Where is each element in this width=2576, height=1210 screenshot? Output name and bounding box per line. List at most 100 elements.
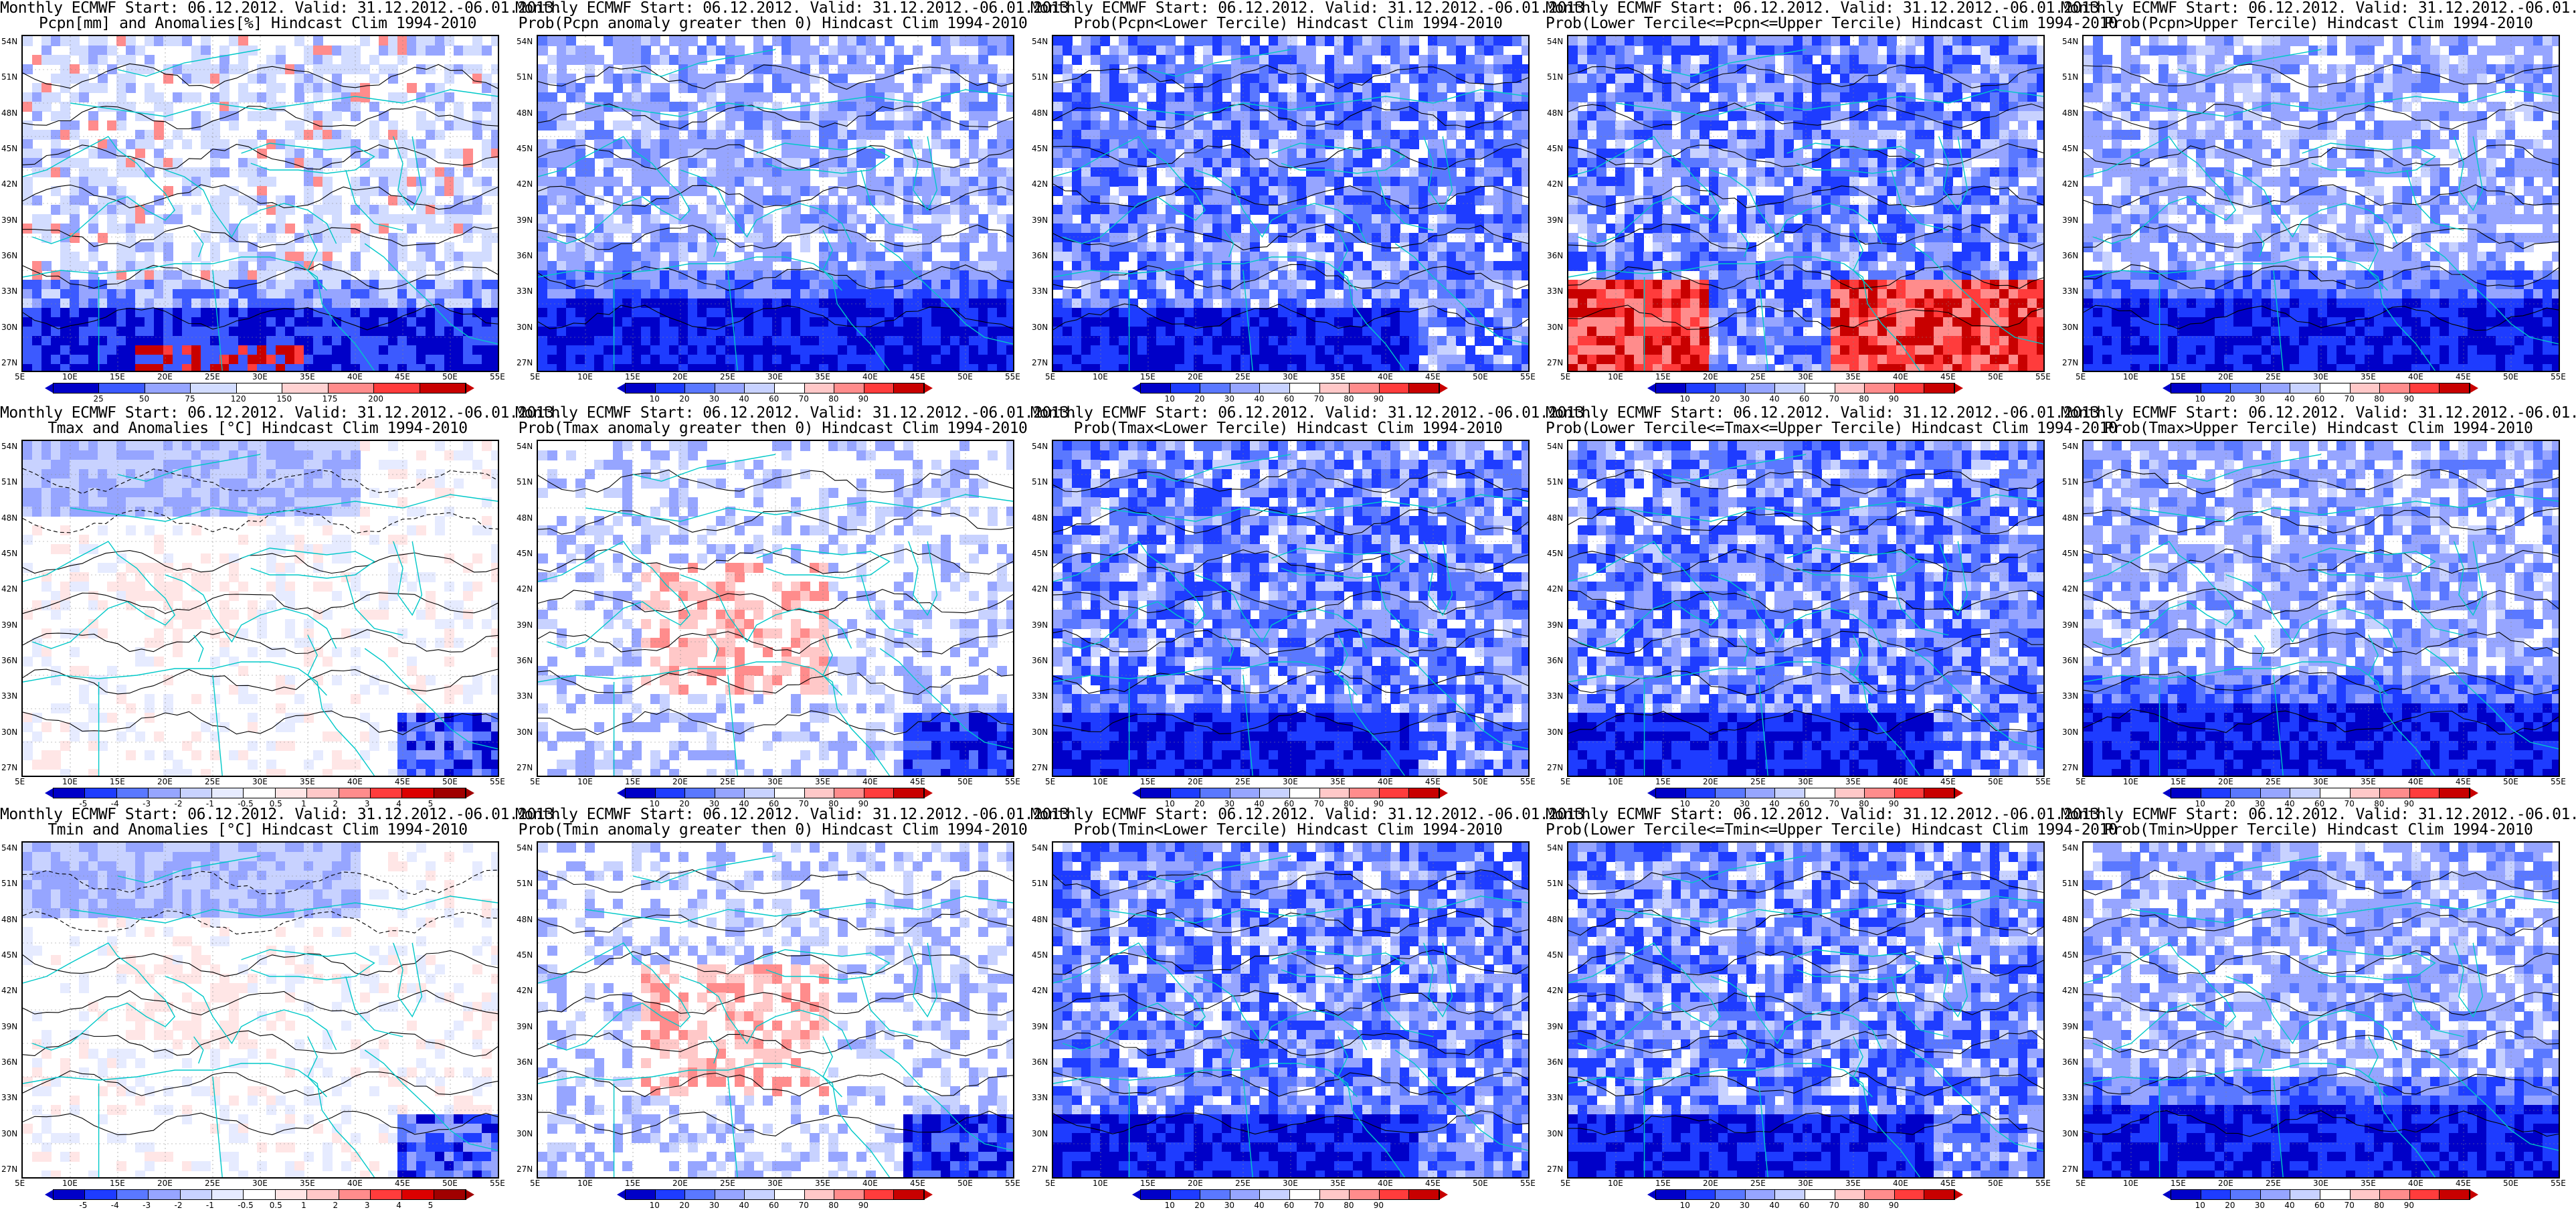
field-cell bbox=[838, 280, 848, 290]
field-cell bbox=[969, 64, 979, 74]
field-cell bbox=[1006, 130, 1013, 140]
field-cell bbox=[538, 327, 548, 337]
field-cell bbox=[407, 298, 417, 309]
field-cell bbox=[388, 289, 398, 299]
field-cell bbox=[1868, 36, 1878, 46]
field-cell bbox=[219, 327, 229, 337]
field-cell bbox=[753, 289, 763, 299]
field-cell bbox=[1362, 205, 1372, 215]
field-cell bbox=[697, 158, 707, 168]
field-cell bbox=[1175, 102, 1185, 112]
field-cell bbox=[201, 111, 211, 121]
field-cell bbox=[1250, 83, 1260, 93]
field-cell bbox=[1756, 74, 1766, 84]
field-cell bbox=[557, 177, 567, 187]
field-cell bbox=[538, 177, 548, 187]
field-cell bbox=[163, 364, 173, 371]
lon-label: 45E bbox=[910, 372, 925, 381]
field-cell bbox=[1512, 224, 1522, 234]
field-cell bbox=[1812, 46, 1822, 56]
field-cell bbox=[1793, 55, 1803, 65]
field-cell bbox=[1091, 364, 1101, 371]
field-cell bbox=[1428, 139, 1438, 149]
lon-label: 25E bbox=[205, 372, 220, 381]
field-cell bbox=[1868, 55, 1878, 65]
field-cell bbox=[538, 355, 548, 365]
field-cell bbox=[1166, 327, 1176, 337]
field-cell bbox=[791, 92, 801, 102]
field-cell bbox=[1437, 345, 1447, 355]
field-cell bbox=[1297, 224, 1307, 234]
field-cell bbox=[1091, 224, 1101, 234]
field-cell bbox=[1063, 92, 1073, 102]
colorbar-label: 20 bbox=[679, 394, 689, 404]
field-cell bbox=[1456, 102, 1466, 112]
field-cell bbox=[163, 298, 173, 309]
field-cell bbox=[1522, 111, 1528, 121]
field-cell bbox=[1091, 214, 1101, 224]
field-cell bbox=[397, 270, 407, 280]
field-cell bbox=[1250, 120, 1260, 131]
field-cell bbox=[1859, 46, 1869, 56]
field-cell bbox=[70, 214, 80, 224]
field-cell bbox=[248, 355, 258, 365]
field-cell bbox=[313, 83, 323, 93]
field-cell bbox=[1128, 224, 1138, 234]
field-cell bbox=[60, 355, 70, 365]
field-cell bbox=[1400, 139, 1410, 149]
field-cell bbox=[1522, 149, 1528, 159]
field-cell bbox=[1006, 177, 1013, 187]
field-cell bbox=[1119, 289, 1129, 299]
field-cell bbox=[1362, 149, 1372, 159]
field-cell bbox=[1072, 298, 1082, 309]
field-cell bbox=[219, 46, 229, 56]
field-cell bbox=[454, 261, 464, 271]
field-cell bbox=[585, 158, 595, 168]
field-cell bbox=[1503, 308, 1513, 318]
field-cell bbox=[266, 317, 276, 327]
field-cell bbox=[1194, 158, 1204, 168]
field-cell bbox=[1390, 224, 1400, 234]
colorbar-label: 50 bbox=[139, 394, 149, 404]
field-cell bbox=[323, 205, 333, 215]
field-cell bbox=[1231, 214, 1241, 224]
field-cell bbox=[941, 186, 951, 196]
field-cell bbox=[1456, 317, 1466, 327]
field-cell bbox=[959, 64, 970, 74]
field-cell bbox=[1297, 83, 1307, 93]
field-cell bbox=[1381, 289, 1391, 299]
field-cell bbox=[1325, 289, 1335, 299]
field-cell bbox=[248, 327, 258, 337]
field-cell bbox=[266, 55, 276, 65]
field-cell bbox=[1203, 130, 1213, 140]
field-cell bbox=[1924, 111, 1934, 121]
field-cell bbox=[856, 120, 866, 131]
field-cell bbox=[323, 139, 333, 149]
field-cell bbox=[941, 55, 951, 65]
field-cell bbox=[950, 298, 960, 309]
field-cell bbox=[781, 327, 792, 337]
field-cell bbox=[997, 355, 1007, 365]
field-cell bbox=[885, 177, 895, 187]
field-cell bbox=[397, 289, 407, 299]
field-cell bbox=[1175, 336, 1185, 346]
field-cell bbox=[988, 345, 998, 355]
field-cell bbox=[210, 355, 220, 365]
field-cell bbox=[669, 355, 679, 365]
field-cell bbox=[2009, 46, 2019, 56]
field-cell bbox=[697, 317, 707, 327]
field-cell bbox=[856, 252, 866, 262]
field-cell bbox=[1643, 92, 1653, 102]
field-cell bbox=[688, 177, 698, 187]
field-cell bbox=[1475, 186, 1485, 196]
field-cell bbox=[1409, 345, 1419, 355]
field-cell bbox=[1259, 55, 1269, 65]
field-cell bbox=[1475, 46, 1485, 56]
field-cell bbox=[744, 327, 754, 337]
field-cell bbox=[847, 46, 857, 56]
field-cell bbox=[1278, 36, 1288, 46]
field-cell bbox=[931, 195, 941, 205]
field-cell bbox=[351, 111, 361, 121]
field-cell bbox=[444, 327, 454, 337]
field-cell bbox=[463, 280, 473, 290]
